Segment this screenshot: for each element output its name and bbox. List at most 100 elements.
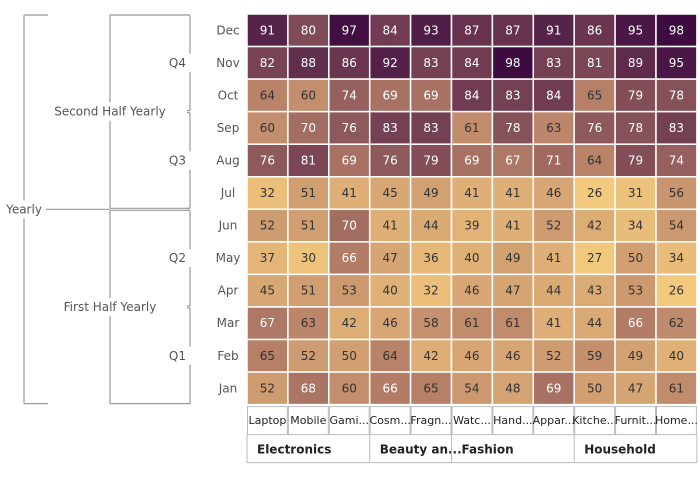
cell-value-label: 46 (464, 349, 479, 363)
quarter-label-bg (172, 346, 192, 365)
heatmap-cell (573, 208, 616, 243)
cell-value-label: 63 (301, 316, 316, 330)
cell-value-label: 60 (260, 121, 275, 135)
heatmap-cell (328, 208, 371, 243)
cell-value-label: 66 (342, 251, 357, 265)
cell-value-label: 41 (383, 219, 398, 233)
heatmap-cell (246, 241, 289, 276)
cell-value-label: 49 (423, 186, 438, 200)
column-header-label: Hand... (493, 414, 532, 427)
heatmap-cell (655, 176, 698, 211)
cell-value-label: 53 (628, 284, 643, 298)
category-group-label: Beauty an... (380, 443, 462, 457)
column-header-box (410, 406, 452, 436)
cell-value-label: 52 (546, 349, 561, 363)
cell-value-label: 63 (546, 121, 561, 135)
heatmap-cell (655, 338, 698, 373)
cell-value-label: 49 (505, 251, 520, 265)
half-label-bg (55, 102, 167, 121)
cell-value-label: 70 (342, 219, 357, 233)
heatmap-cell (368, 176, 412, 211)
month-label: Mar (217, 316, 240, 330)
cell-value-label: 87 (464, 23, 479, 37)
cell-value-label: 45 (383, 186, 398, 200)
heatmap-cell (491, 143, 535, 178)
heatmap-cell (532, 241, 575, 276)
heatmap-cell (573, 176, 616, 211)
heatmap-cell (655, 78, 698, 113)
column-header-label: Kitche... (572, 414, 617, 427)
heatmap-cell (573, 306, 616, 341)
heatmap-cell (614, 45, 657, 80)
heatmap-cell (450, 371, 494, 406)
cell-value-label: 87 (505, 23, 520, 37)
column-header-label: Furnit... (615, 414, 657, 427)
column-header-label: Laptop (249, 414, 287, 427)
heatmap-cell (409, 306, 453, 341)
column-header-box (615, 406, 656, 436)
cell-value-label: 50 (628, 251, 643, 265)
cell-value-label: 34 (669, 251, 684, 265)
cell-value-label: 34 (628, 219, 643, 233)
heatmap-cell (450, 143, 494, 178)
heatmap-cell (532, 13, 575, 48)
column-header-label: Cosm... (369, 414, 410, 427)
cell-value-label: 46 (546, 186, 561, 200)
month-label: Dec (216, 23, 239, 37)
cell-value-label: 91 (260, 23, 275, 37)
cell-value-label: 26 (669, 284, 684, 298)
cell-value-label: 32 (423, 284, 438, 298)
quarter-label: Q4 (169, 56, 186, 70)
heatmap-cell (450, 338, 494, 373)
cell-value-label: 86 (342, 56, 357, 70)
cell-value-label: 53 (342, 284, 357, 298)
column-header-box (492, 406, 534, 436)
heatmap-cell (368, 110, 412, 145)
cell-value-label: 61 (464, 121, 479, 135)
month-label: May (216, 251, 241, 265)
cell-value-label: 83 (423, 56, 438, 70)
cell-value-label: 40 (464, 251, 479, 265)
cell-value-label: 65 (423, 381, 438, 395)
heatmap-cell (246, 371, 289, 406)
column-header-box (328, 406, 370, 436)
cell-value-label: 26 (587, 186, 602, 200)
cell-value-label: 69 (423, 88, 438, 102)
cell-value-label: 81 (301, 153, 316, 167)
heatmap-cell (450, 45, 494, 80)
heatmap-cell (246, 273, 289, 308)
column-header-box (533, 406, 575, 436)
category-group-label: Electronics (257, 443, 331, 457)
cell-value-label: 44 (546, 284, 561, 298)
heatmap-cell (328, 45, 371, 80)
heatmap-cell (246, 143, 289, 178)
month-label: Nov (216, 56, 239, 70)
heatmap-cell (614, 13, 657, 48)
column-header-label: Watc... (453, 414, 491, 427)
heatmap-cell (573, 143, 616, 178)
cell-value-label: 58 (423, 316, 438, 330)
cell-value-label: 69 (383, 88, 398, 102)
heatmap-cell (409, 45, 453, 80)
heatmap-cell (573, 78, 616, 113)
cell-value-label: 52 (546, 219, 561, 233)
cell-value-label: 32 (260, 186, 275, 200)
cell-value-label: 36 (423, 251, 438, 265)
cell-value-label: 41 (342, 186, 357, 200)
heatmap-cell (328, 273, 371, 308)
cell-value-label: 49 (628, 349, 643, 363)
cell-value-label: 68 (301, 381, 316, 395)
cell-value-label: 78 (669, 88, 684, 102)
heatmap-cell (409, 371, 453, 406)
heatmap-cell (450, 208, 494, 243)
heatmap-cell (246, 208, 289, 243)
cell-value-label: 52 (260, 381, 275, 395)
cell-value-label: 69 (464, 153, 479, 167)
heatmap-cell (491, 371, 535, 406)
cell-value-label: 61 (464, 316, 479, 330)
heatmap-cell (450, 176, 494, 211)
cell-value-label: 54 (464, 381, 479, 395)
heatmap-cell (287, 371, 330, 406)
month-label: Jul (220, 186, 235, 200)
